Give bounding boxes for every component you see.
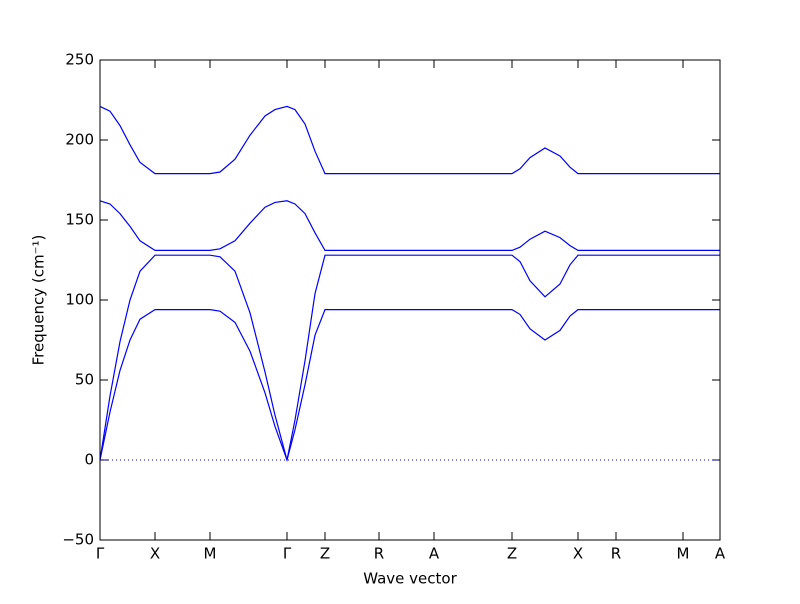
y-tick-label: −50 [62,531,94,549]
y-tick-label: 50 [75,371,94,389]
x-axis-label: Wave vector [363,570,457,588]
x-tick-label: A [429,545,440,563]
y-tick-label: 200 [65,131,94,149]
x-tick-label: M [204,545,217,563]
y-tick-label: 0 [84,451,94,469]
x-tick-label: Z [507,545,517,563]
band-line [99,105,720,175]
x-tick-label: R [374,545,384,563]
x-tick-label: R [611,545,621,563]
band-line [99,309,720,463]
band-line [99,254,720,461]
y-tick-label: 250 [65,51,94,69]
x-tick-label: Γ [96,545,105,563]
y-tick-label: 100 [65,291,94,309]
x-tick-label: Γ [283,545,292,563]
y-axis-label: Frequency (cm⁻¹) [30,235,48,366]
x-tick-label: Z [320,545,330,563]
y-tick-label: 150 [65,211,94,229]
x-tick-label: A [715,545,726,563]
x-tick-label: X [573,545,583,563]
x-tick-label: X [150,545,160,563]
plot-frame [99,59,721,541]
band-line [99,200,720,251]
x-tick-label: M [677,545,690,563]
